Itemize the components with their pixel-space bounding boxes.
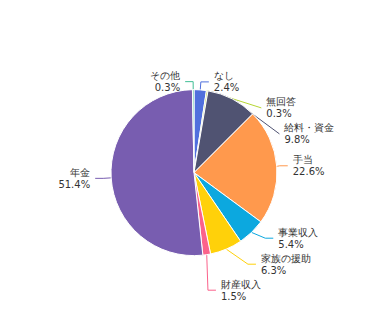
- svg-text:6.3%: 6.3%: [261, 265, 286, 276]
- svg-text:0.3%: 0.3%: [155, 82, 180, 93]
- svg-text:家族の援助: 家族の援助: [261, 253, 311, 264]
- svg-text:1.5%: 1.5%: [221, 291, 246, 302]
- svg-text:給料・資金: 給料・資金: [283, 122, 334, 133]
- svg-text:51.4%: 51.4%: [58, 179, 90, 190]
- svg-text:5.4%: 5.4%: [278, 239, 303, 250]
- svg-text:9.8%: 9.8%: [284, 134, 309, 145]
- svg-text:年金: 年金: [70, 167, 90, 178]
- svg-text:なし: なし: [214, 70, 234, 81]
- svg-text:その他: その他: [150, 70, 180, 81]
- svg-text:0.3%: 0.3%: [266, 108, 291, 119]
- svg-text:事業収入: 事業収入: [278, 227, 318, 238]
- svg-text:2.4%: 2.4%: [214, 82, 239, 93]
- svg-text:無回答: 無回答: [266, 96, 296, 107]
- svg-text:手当: 手当: [293, 154, 313, 165]
- svg-text:財産収入: 財産収入: [221, 279, 261, 290]
- svg-text:22.6%: 22.6%: [293, 166, 325, 177]
